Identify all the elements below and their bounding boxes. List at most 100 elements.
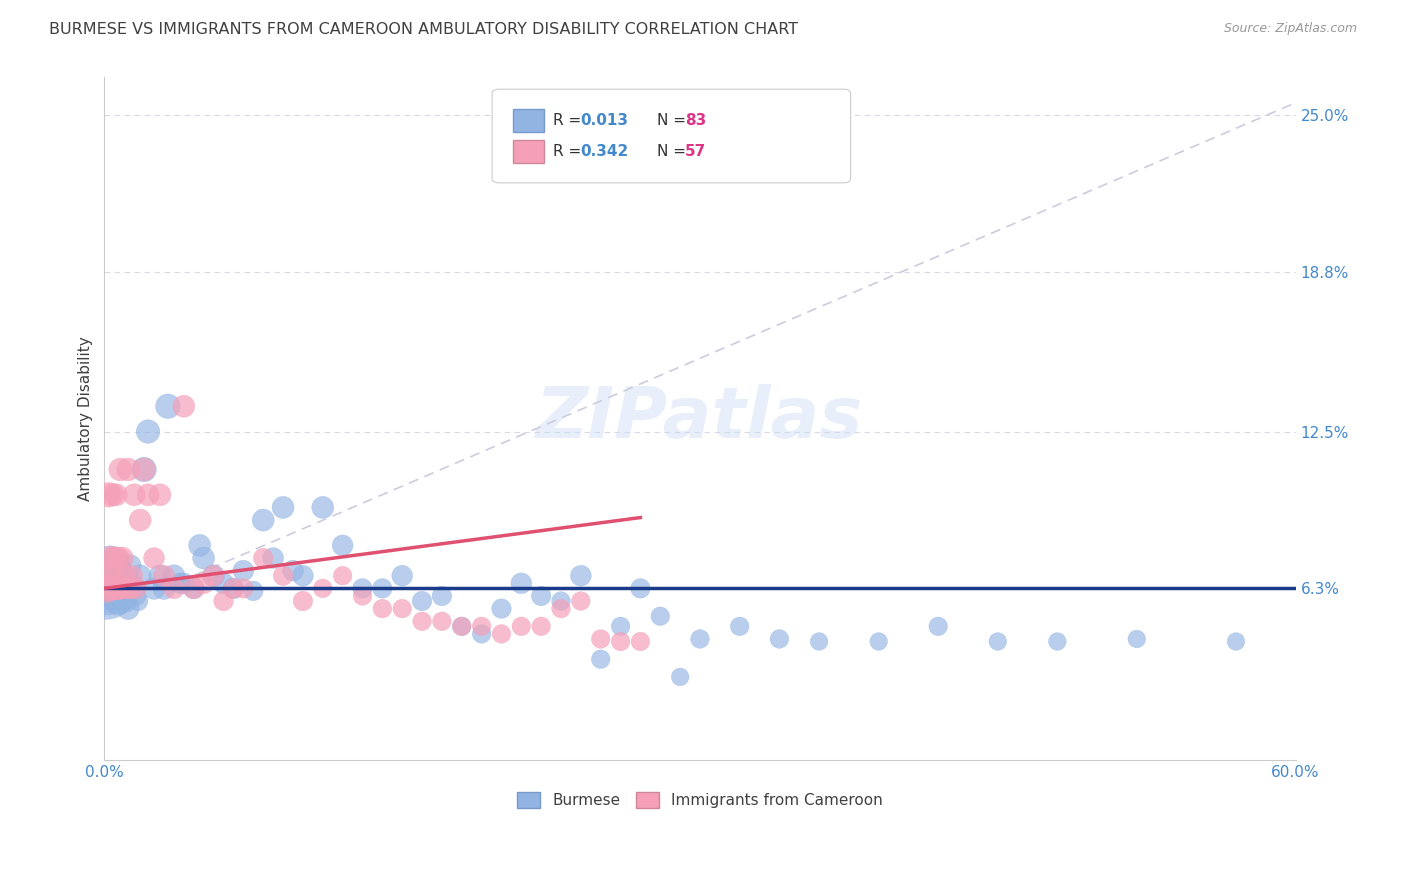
- Point: [927, 619, 949, 633]
- Point: [103, 576, 125, 591]
- Point: [125, 582, 148, 596]
- Point: [332, 538, 354, 552]
- Legend: Burmese, Immigrants from Cameroon: Burmese, Immigrants from Cameroon: [512, 786, 889, 814]
- Point: [101, 582, 124, 596]
- Point: [105, 488, 128, 502]
- Point: [98, 582, 121, 596]
- Point: [450, 619, 472, 633]
- Text: ZIPatlas: ZIPatlas: [536, 384, 863, 453]
- Point: [987, 634, 1010, 648]
- Text: 0.342: 0.342: [581, 145, 628, 159]
- Point: [111, 582, 134, 596]
- Text: BURMESE VS IMMIGRANTS FROM CAMEROON AMBULATORY DISABILITY CORRELATION CHART: BURMESE VS IMMIGRANTS FROM CAMEROON AMBU…: [49, 22, 799, 37]
- Point: [120, 582, 142, 596]
- Point: [136, 488, 159, 502]
- Point: [98, 551, 121, 566]
- Point: [193, 576, 215, 591]
- Point: [153, 568, 176, 582]
- Point: [169, 576, 191, 591]
- Point: [271, 568, 294, 582]
- Point: [122, 488, 145, 502]
- Text: Source: ZipAtlas.com: Source: ZipAtlas.com: [1223, 22, 1357, 36]
- Point: [101, 488, 124, 502]
- Point: [589, 632, 612, 646]
- Point: [132, 462, 155, 476]
- Point: [98, 568, 121, 582]
- Point: [105, 589, 128, 603]
- Point: [117, 601, 139, 615]
- Point: [262, 551, 284, 566]
- Point: [312, 582, 335, 596]
- Point: [115, 594, 138, 608]
- Point: [117, 462, 139, 476]
- Point: [271, 500, 294, 515]
- Point: [252, 551, 274, 566]
- Point: [491, 627, 513, 641]
- Point: [110, 462, 132, 476]
- Point: [111, 551, 134, 566]
- Point: [125, 589, 148, 603]
- Point: [127, 594, 149, 608]
- Point: [202, 568, 225, 582]
- Text: R =: R =: [553, 113, 586, 128]
- Point: [163, 582, 186, 596]
- Point: [868, 634, 890, 648]
- Point: [242, 583, 264, 598]
- Text: 83: 83: [685, 113, 706, 128]
- Point: [103, 583, 125, 598]
- Point: [202, 568, 225, 582]
- Point: [107, 551, 129, 566]
- Point: [510, 619, 533, 633]
- Point: [222, 582, 245, 596]
- Point: [352, 582, 374, 596]
- Point: [252, 513, 274, 527]
- Point: [112, 568, 135, 582]
- Point: [550, 601, 572, 615]
- Point: [129, 513, 152, 527]
- Text: N =: N =: [657, 145, 690, 159]
- Point: [153, 582, 176, 596]
- Point: [411, 614, 433, 628]
- Point: [232, 582, 254, 596]
- Point: [510, 576, 533, 591]
- Point: [105, 582, 128, 596]
- Point: [97, 488, 120, 502]
- Point: [103, 551, 125, 566]
- Point: [107, 582, 129, 596]
- Point: [650, 609, 672, 624]
- Text: R =: R =: [553, 145, 586, 159]
- Point: [132, 462, 155, 476]
- Point: [98, 558, 121, 573]
- Point: [173, 399, 195, 413]
- Point: [97, 568, 120, 582]
- Point: [149, 488, 172, 502]
- Y-axis label: Ambulatory Disability: Ambulatory Disability: [79, 336, 93, 501]
- Point: [391, 601, 413, 615]
- Point: [110, 582, 132, 596]
- Point: [768, 632, 790, 646]
- Point: [530, 619, 553, 633]
- Point: [115, 582, 138, 596]
- Point: [117, 576, 139, 591]
- Point: [101, 564, 124, 578]
- Point: [569, 568, 592, 582]
- Point: [121, 576, 143, 591]
- Point: [115, 582, 138, 596]
- Point: [312, 500, 335, 515]
- Point: [97, 568, 120, 582]
- Point: [430, 589, 453, 603]
- Point: [156, 399, 179, 413]
- Point: [1126, 632, 1149, 646]
- Point: [808, 634, 831, 648]
- Point: [121, 568, 143, 582]
- Point: [183, 582, 205, 596]
- Point: [222, 582, 245, 596]
- Point: [569, 594, 592, 608]
- Point: [101, 576, 124, 591]
- Point: [96, 582, 118, 596]
- Point: [291, 594, 314, 608]
- Point: [1046, 634, 1069, 648]
- Point: [105, 576, 128, 591]
- Point: [193, 551, 215, 566]
- Point: [628, 582, 651, 596]
